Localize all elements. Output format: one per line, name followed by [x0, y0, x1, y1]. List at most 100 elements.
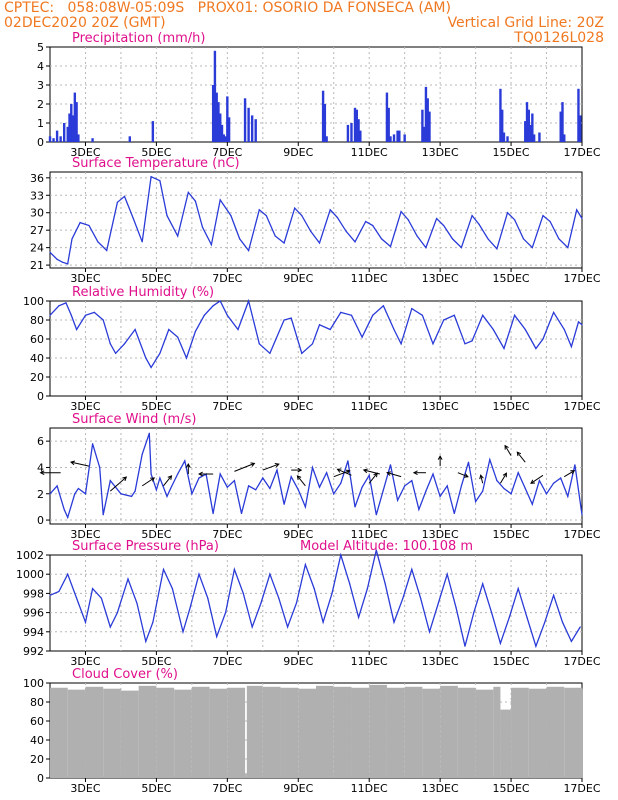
x-tick-label: 15DEC [493, 272, 530, 285]
data-point [240, 512, 243, 515]
precip-bar [501, 109, 504, 142]
data-point [350, 314, 353, 316]
data-point [269, 352, 271, 354]
y-tick-label: 0 [37, 514, 44, 527]
precip-bar [222, 134, 225, 142]
wind-arrow [333, 470, 350, 478]
wind-arrow-head [185, 462, 191, 468]
data-point [311, 343, 314, 345]
data-point [70, 314, 72, 316]
data-point [473, 612, 475, 614]
y-tick-label: 4 [37, 60, 44, 73]
y-tick-label: 27 [30, 224, 44, 237]
data-point [420, 597, 422, 599]
cloud-bar [528, 688, 547, 778]
data-point [581, 324, 583, 326]
wind-arrow [141, 477, 155, 487]
data-point [67, 573, 69, 575]
wind-arrow-head [150, 477, 156, 482]
data-point [84, 314, 87, 316]
data-point [508, 616, 510, 619]
data-point [418, 508, 420, 511]
data-point [322, 621, 324, 623]
data-point [258, 209, 260, 211]
data-point [216, 636, 218, 638]
data-point [248, 300, 250, 302]
data-point [49, 251, 51, 253]
precip-bar [91, 138, 94, 142]
y-tick-label: 996 [23, 607, 44, 620]
data-point [141, 453, 143, 455]
pressure-subtitle: Model Altitude: 100.108 m [300, 539, 473, 554]
precip-bar [350, 123, 353, 142]
data-point [524, 328, 526, 331]
y-tick-label: 80 [30, 314, 44, 327]
data-point [553, 594, 555, 596]
data-point [517, 472, 519, 474]
wind-arrow-head [167, 475, 173, 480]
cloud-bar [457, 687, 476, 778]
data-point [421, 314, 423, 316]
data-point [294, 207, 296, 209]
data-point [400, 343, 402, 345]
data-point [490, 612, 493, 614]
wind-arrow-head [412, 470, 418, 476]
data-point [517, 588, 519, 590]
data-point [563, 328, 565, 331]
cloud-bar [209, 688, 228, 778]
data-point [331, 592, 333, 595]
precip-bar [357, 119, 360, 142]
cloud-panel: 0 20 40 60 80 100 3DEC 5DEC 7DEC 9DEC 11DEC 13DEC 15… [23, 667, 601, 795]
precip-bar [385, 92, 389, 142]
y-tick-label: 33 [30, 189, 44, 202]
data-point [464, 343, 466, 345]
station-header: CPTEC: 058:08W-05:09S PROX01: OSORIO DA … [4, 0, 451, 16]
run-datetime: 02DEC2020 20Z (GMT) [4, 15, 166, 31]
precip-bar [531, 113, 534, 142]
data-point [248, 485, 250, 487]
cloud-bar [493, 686, 501, 778]
wind-arrow [504, 445, 512, 456]
data-point [326, 472, 328, 474]
precip-bar [128, 136, 131, 142]
precip-bar [559, 111, 562, 142]
x-tick-label: 13DEC [422, 272, 459, 285]
y-tick-label: 100 [23, 677, 44, 690]
x-tick-label: 13DEC [422, 782, 459, 795]
data-point [130, 495, 133, 497]
data-point [549, 220, 551, 223]
y-tick-label: 1000 [16, 568, 44, 581]
data-point [451, 238, 454, 240]
data-point [97, 241, 99, 243]
data-point [416, 235, 418, 237]
data-point [155, 489, 157, 491]
cloud-bar [369, 684, 387, 778]
data-point [203, 314, 205, 316]
grid-line-note: Vertical Grid Line: 20Z [447, 15, 604, 31]
data-point [579, 626, 581, 628]
data-point [283, 503, 285, 505]
data-point [428, 631, 431, 633]
data-point [318, 242, 321, 244]
x-tick-label: 5DEC [141, 400, 171, 413]
data-point [230, 215, 232, 217]
cloud-bar [564, 687, 582, 778]
x-tick-label: 11DEC [351, 528, 388, 541]
data-point [109, 480, 111, 482]
precip-bar [59, 136, 62, 142]
precip-bar [62, 123, 66, 142]
data-point [425, 490, 427, 492]
y-tick-label: 992 [23, 645, 44, 658]
data-point [194, 200, 197, 202]
wind-arrow-head [570, 470, 576, 475]
data-point [393, 328, 395, 331]
data-point [159, 352, 161, 354]
data-point [148, 432, 150, 434]
data-point [201, 226, 204, 228]
data-point [132, 217, 134, 220]
data-point [79, 222, 81, 224]
y-tick-label: 5 [37, 41, 44, 54]
x-tick-label: 7DEC [212, 782, 242, 795]
x-tick-label: 17DEC [563, 146, 600, 159]
wind-arrow [262, 463, 279, 471]
